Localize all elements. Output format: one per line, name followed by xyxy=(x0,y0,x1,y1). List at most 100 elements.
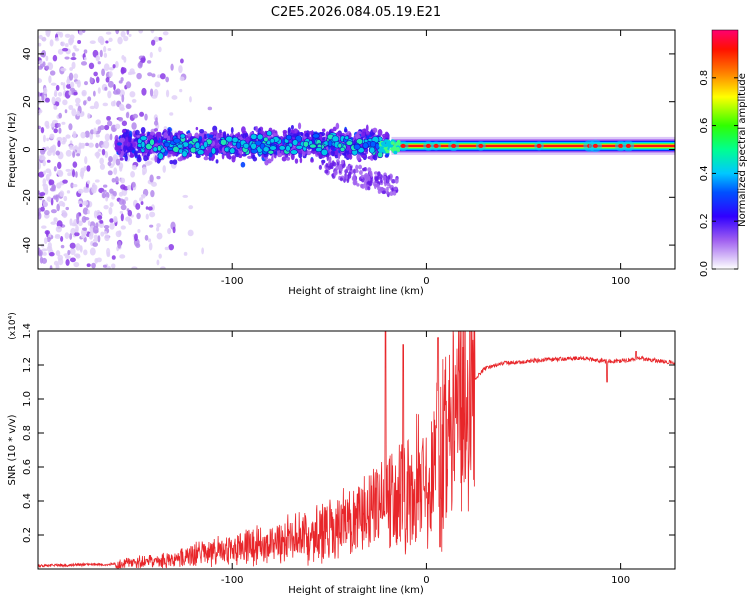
tail-speckle xyxy=(347,165,351,171)
band-blob xyxy=(266,130,273,137)
noise-speckle xyxy=(91,186,97,194)
tail-speckle xyxy=(321,160,324,166)
noise-speckle xyxy=(52,54,58,62)
snr-series-line xyxy=(38,331,675,569)
noise-speckle xyxy=(201,247,205,255)
noise-speckle xyxy=(73,261,80,268)
noise-speckle xyxy=(112,190,117,197)
tail-speckle xyxy=(394,177,399,184)
noise-speckle xyxy=(149,88,154,97)
x-tick-label: -100 xyxy=(221,276,244,287)
noise-speckle xyxy=(189,96,192,103)
noise-speckle xyxy=(57,257,64,266)
snr-panel: -100 0 100 0.2 0.4 0.6 0.8 1.0 1.2 1.4 Height of… xyxy=(7,312,676,596)
noise-speckle xyxy=(50,221,57,225)
band-speckle xyxy=(236,133,242,138)
noise-speckle xyxy=(99,220,104,224)
noise-speckle xyxy=(52,149,56,156)
tail-speckle xyxy=(386,182,391,187)
noise-speckle xyxy=(57,123,61,128)
y-tick-label: -20 xyxy=(22,189,33,205)
noise-speckle xyxy=(121,120,128,127)
tail-speckle xyxy=(391,187,394,192)
tail-speckle xyxy=(381,190,386,195)
noise-speckle xyxy=(165,76,170,83)
band-speckle xyxy=(332,126,337,132)
noise-speckle xyxy=(73,73,79,80)
noise-speckle xyxy=(46,137,50,142)
noise-speckle xyxy=(156,175,161,180)
noise-speckle xyxy=(60,235,64,242)
noise-speckle xyxy=(150,190,155,198)
carrier-blob-core xyxy=(433,143,439,148)
noise-speckle xyxy=(68,38,74,46)
noise-speckle xyxy=(62,136,66,141)
noise-speckle xyxy=(42,252,47,256)
noise-speckle xyxy=(108,266,111,269)
noise-speckle xyxy=(106,247,111,257)
noise-speckle xyxy=(57,91,63,97)
noise-speckle xyxy=(111,263,116,269)
figure-title: C2E5.2026.084.05.19.E21 xyxy=(271,5,441,20)
noise-speckle xyxy=(118,117,124,122)
transition-speckle xyxy=(390,147,395,151)
band-speckle xyxy=(226,155,232,159)
noise-speckle xyxy=(156,259,160,266)
noise-speckle xyxy=(49,70,56,76)
noise-speckle xyxy=(60,67,67,72)
noise-speckle xyxy=(153,36,159,43)
noise-speckle xyxy=(70,81,75,89)
noise-speckle xyxy=(105,31,112,35)
noise-speckle xyxy=(162,31,169,36)
noise-speckle xyxy=(126,30,130,35)
y-tick-label: 40 xyxy=(22,48,33,61)
noise-speckle xyxy=(104,133,111,142)
band-blob xyxy=(339,146,346,152)
band-blob xyxy=(331,135,340,143)
noise-speckle xyxy=(58,112,63,119)
band-speckle xyxy=(222,131,227,138)
y-tick-label: 0.6 xyxy=(22,459,33,475)
noise-speckle xyxy=(82,207,89,215)
band-blob xyxy=(269,138,275,144)
band-speckle xyxy=(215,133,219,141)
noise-speckle xyxy=(40,206,45,212)
band-speckle xyxy=(349,132,352,138)
band-blob xyxy=(196,149,205,156)
noise-speckle xyxy=(73,91,78,96)
noise-speckle xyxy=(169,112,174,116)
noise-speckle xyxy=(57,48,64,55)
band-speckle xyxy=(128,136,132,143)
noise-speckle xyxy=(115,176,119,184)
tail-speckle xyxy=(355,164,359,171)
band-speckle xyxy=(163,132,168,139)
noise-speckle xyxy=(45,65,50,71)
noise-speckle xyxy=(69,257,76,263)
x-tick-label: 100 xyxy=(611,575,630,586)
band-blob xyxy=(229,147,236,154)
noise-speckle xyxy=(111,195,115,200)
noise-speckle xyxy=(157,36,163,41)
noise-speckle xyxy=(115,88,121,95)
band-blob xyxy=(278,145,286,151)
tail-speckle xyxy=(384,180,387,187)
noise-speckle xyxy=(38,161,41,170)
noise-speckle xyxy=(75,225,79,233)
noise-speckle xyxy=(69,144,74,150)
carrier-blob-core xyxy=(592,143,598,148)
band-speckle xyxy=(285,156,291,161)
noise-speckle xyxy=(106,120,113,127)
noise-speckle xyxy=(91,262,96,269)
band-speckle xyxy=(384,131,389,137)
noise-speckle xyxy=(101,148,106,156)
y-tick-label: 20 xyxy=(22,95,33,108)
band-speckle xyxy=(321,128,326,133)
noise-speckle xyxy=(128,33,132,37)
noise-speckle xyxy=(180,58,184,64)
noise-speckle xyxy=(60,81,64,86)
noise-speckle xyxy=(111,177,116,183)
transition-speckle xyxy=(384,139,389,143)
snr-x-ticks: -100 0 100 xyxy=(221,331,630,586)
tail-speckle xyxy=(325,163,329,168)
y-tick-label: 1.0 xyxy=(22,391,33,407)
